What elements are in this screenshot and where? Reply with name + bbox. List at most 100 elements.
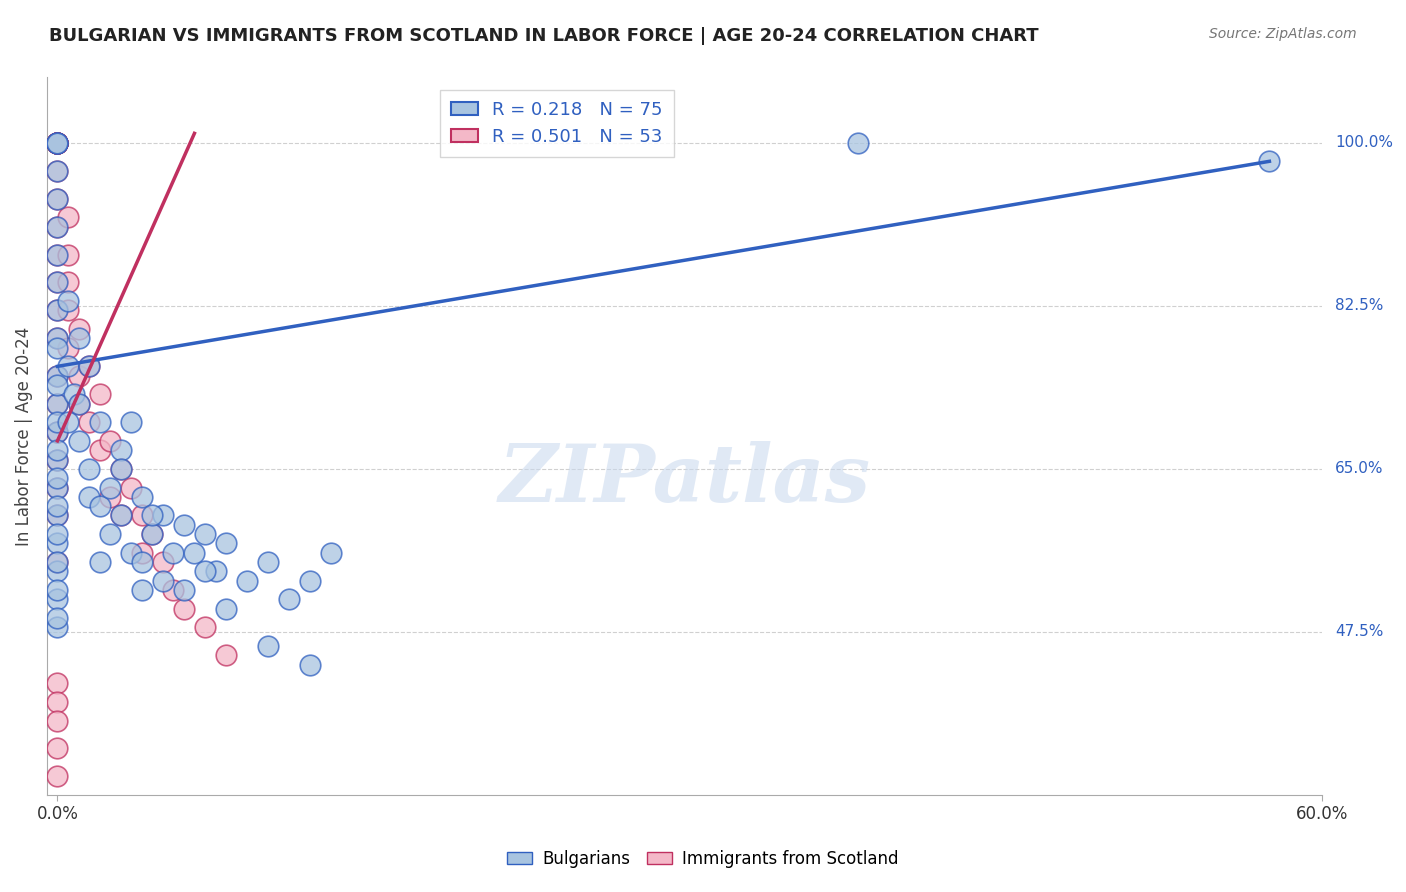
Point [152,555,174,569]
Point [67,434,90,448]
Point [46,136,69,150]
Text: 65.0%: 65.0% [1334,461,1384,476]
Point [98,490,121,504]
Point [56,415,79,429]
Point [46,247,69,261]
Text: BULGARIAN VS IMMIGRANTS FROM SCOTLAND IN LABOR FORCE | AGE 20-24 CORRELATION CHA: BULGARIAN VS IMMIGRANTS FROM SCOTLAND IN… [49,27,1039,45]
Point [110,508,132,523]
Point [46,769,69,783]
Point [46,136,69,150]
Point [257,639,280,653]
Point [162,582,184,597]
Point [77,462,100,476]
Point [46,163,69,178]
Point [194,620,217,634]
Point [215,648,238,663]
Point [848,136,870,150]
Point [46,219,69,234]
Point [46,508,69,523]
Point [110,462,132,476]
Point [204,565,226,579]
Point [46,136,69,150]
Point [46,452,69,467]
Point [46,714,69,728]
Point [46,247,69,261]
Point [236,574,259,588]
Point [46,163,69,178]
Point [56,276,79,290]
Point [46,565,69,579]
Point [46,741,69,756]
Point [56,359,79,374]
Point [46,508,69,523]
Point [46,536,69,550]
Point [46,555,69,569]
Point [299,657,322,672]
Point [46,676,69,690]
Point [299,574,322,588]
Point [46,368,69,383]
Point [56,247,79,261]
Point [89,443,111,458]
Point [46,425,69,439]
Point [46,592,69,607]
Point [120,481,142,495]
Point [67,397,90,411]
Legend: Bulgarians, Immigrants from Scotland: Bulgarians, Immigrants from Scotland [501,844,905,875]
Point [46,303,69,318]
Point [46,481,69,495]
Point [46,136,69,150]
Point [131,582,153,597]
Point [162,546,184,560]
Text: ZIPatlas: ZIPatlas [499,441,870,518]
Point [215,601,238,615]
Point [46,425,69,439]
Point [173,517,195,532]
Point [141,527,163,541]
Point [46,136,69,150]
Point [98,434,121,448]
Legend: R = 0.218   N = 75, R = 0.501   N = 53: R = 0.218 N = 75, R = 0.501 N = 53 [440,90,673,157]
Point [67,397,90,411]
Point [67,368,90,383]
Point [56,211,79,225]
Point [67,322,90,336]
Point [46,481,69,495]
Point [183,546,205,560]
Point [131,555,153,569]
Point [46,276,69,290]
Point [46,136,69,150]
Point [110,443,132,458]
Point [46,136,69,150]
Point [67,331,90,345]
Point [46,695,69,709]
Point [141,527,163,541]
Point [46,452,69,467]
Point [77,415,100,429]
Point [131,508,153,523]
Point [46,397,69,411]
Point [120,546,142,560]
Point [46,368,69,383]
Point [98,527,121,541]
Point [321,546,343,560]
Text: Source: ZipAtlas.com: Source: ZipAtlas.com [1209,27,1357,41]
Point [1258,154,1281,169]
Point [120,415,142,429]
Text: 82.5%: 82.5% [1334,298,1384,313]
Point [46,378,69,392]
Text: 47.5%: 47.5% [1334,624,1384,640]
Point [46,415,69,429]
Point [63,387,86,401]
Point [56,341,79,355]
Point [215,536,238,550]
Point [152,574,174,588]
Point [257,555,280,569]
Point [131,546,153,560]
Point [89,387,111,401]
Point [194,565,217,579]
Point [56,303,79,318]
Point [278,592,301,607]
Point [46,192,69,206]
Point [46,136,69,150]
